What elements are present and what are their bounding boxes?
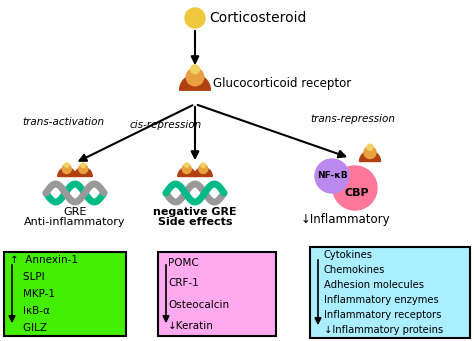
Circle shape bbox=[79, 164, 88, 174]
Circle shape bbox=[315, 159, 349, 193]
Text: Inflammatory enzymes: Inflammatory enzymes bbox=[324, 295, 439, 305]
Text: Corticosteroid: Corticosteroid bbox=[209, 11, 306, 25]
Circle shape bbox=[364, 147, 376, 159]
Text: Cytokines: Cytokines bbox=[324, 250, 373, 260]
Circle shape bbox=[64, 163, 69, 167]
Wedge shape bbox=[74, 167, 92, 177]
Circle shape bbox=[186, 68, 204, 86]
Text: Inflammatory receptors: Inflammatory receptors bbox=[324, 310, 441, 320]
FancyBboxPatch shape bbox=[310, 247, 470, 338]
Text: Glucocorticoid receptor: Glucocorticoid receptor bbox=[213, 77, 351, 90]
Circle shape bbox=[191, 65, 200, 74]
Text: CRF-1: CRF-1 bbox=[168, 279, 199, 288]
Text: Osteocalcin: Osteocalcin bbox=[168, 299, 229, 310]
Text: trans-activation: trans-activation bbox=[22, 117, 104, 127]
Wedge shape bbox=[194, 167, 212, 177]
Circle shape bbox=[199, 164, 208, 174]
Wedge shape bbox=[359, 151, 381, 162]
FancyBboxPatch shape bbox=[4, 252, 126, 336]
Wedge shape bbox=[180, 75, 210, 90]
Wedge shape bbox=[58, 167, 76, 177]
Text: trans-repression: trans-repression bbox=[310, 114, 395, 124]
Text: NF-κB: NF-κB bbox=[317, 172, 347, 180]
FancyBboxPatch shape bbox=[158, 252, 276, 336]
Text: IκB-α: IκB-α bbox=[10, 306, 50, 316]
Circle shape bbox=[81, 163, 85, 167]
Circle shape bbox=[184, 163, 189, 167]
Text: SLPI: SLPI bbox=[10, 272, 45, 282]
Text: ↑  Annexin-1: ↑ Annexin-1 bbox=[10, 255, 78, 265]
Text: Side effects: Side effects bbox=[158, 217, 232, 227]
Circle shape bbox=[333, 166, 377, 210]
Circle shape bbox=[185, 8, 205, 28]
Text: ↓Inflammatory: ↓Inflammatory bbox=[300, 213, 390, 226]
Circle shape bbox=[62, 164, 71, 174]
Circle shape bbox=[367, 144, 373, 150]
Circle shape bbox=[182, 164, 191, 174]
Text: GRE: GRE bbox=[64, 207, 87, 217]
Wedge shape bbox=[178, 167, 196, 177]
Text: cis-repression: cis-repression bbox=[130, 120, 202, 130]
Text: POMC: POMC bbox=[168, 257, 199, 267]
Text: GILZ: GILZ bbox=[10, 323, 47, 332]
Text: CBP: CBP bbox=[345, 188, 369, 198]
Text: Anti-inflammatory: Anti-inflammatory bbox=[24, 217, 126, 227]
Text: negative GRE: negative GRE bbox=[153, 207, 237, 217]
Circle shape bbox=[201, 163, 206, 167]
Text: Chemokines: Chemokines bbox=[324, 265, 385, 275]
Text: ↓Inflammatory proteins: ↓Inflammatory proteins bbox=[324, 325, 443, 336]
Text: Adhesion molecules: Adhesion molecules bbox=[324, 280, 424, 290]
Text: ↓Keratin: ↓Keratin bbox=[168, 321, 214, 330]
Text: MKP-1: MKP-1 bbox=[10, 289, 55, 299]
